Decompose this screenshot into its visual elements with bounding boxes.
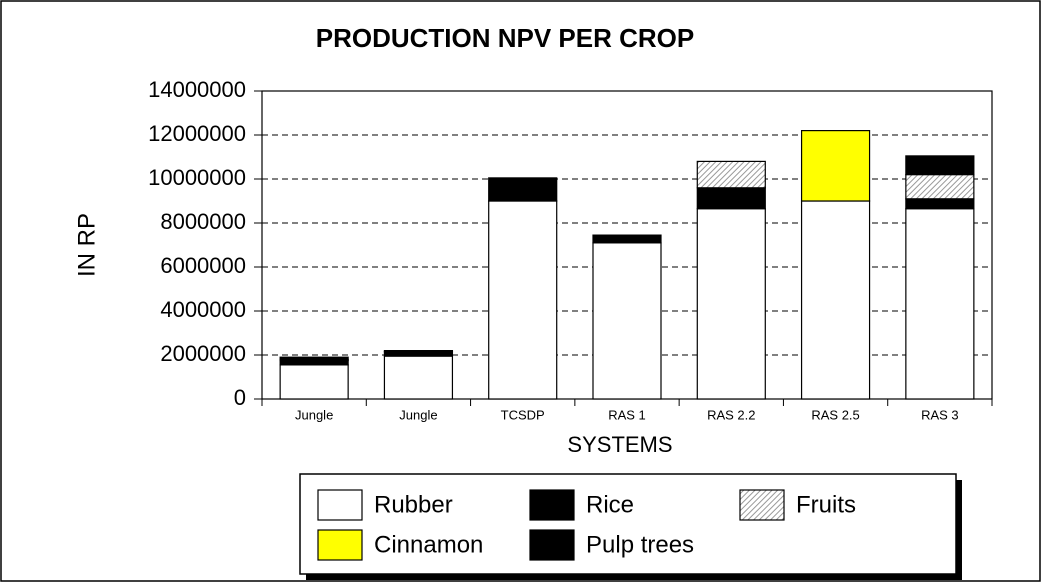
legend-swatch (317, 529, 363, 561)
bar-segment (800, 130, 871, 202)
y-axis-label: IN RP (73, 213, 100, 277)
y-tick-label: 6000000 (160, 253, 246, 278)
x-tick-label: Jungle (295, 407, 333, 422)
legend-label: Pulp trees (586, 531, 694, 558)
bar-segment (592, 234, 662, 244)
x-tick-label: Jungle (399, 407, 437, 422)
x-tick-label: RAS 1 (608, 407, 646, 422)
legend-label: Rice (586, 491, 634, 518)
chart-title: PRODUCTION NPV PER CROP (316, 23, 695, 53)
legend-swatch (739, 489, 785, 521)
y-tick-label: 4000000 (160, 297, 246, 322)
bar-segment (279, 364, 349, 400)
x-tick-label: RAS 3 (921, 407, 959, 422)
x-axis-label: SYSTEMS (567, 432, 672, 457)
bar-segment (905, 174, 975, 200)
y-tick-label: 12000000 (148, 121, 246, 146)
bar-segment (383, 351, 454, 357)
legend-swatch (529, 529, 575, 561)
y-tick-label: 10000000 (148, 165, 246, 190)
y-tick-label: 8000000 (160, 209, 246, 234)
bar-segment (488, 200, 558, 400)
bar-segment (696, 160, 766, 189)
bar-segment (383, 350, 454, 353)
legend-label: Rubber (374, 491, 453, 518)
bar-segment (488, 177, 558, 202)
legend-swatch (529, 489, 575, 521)
bar-segment (592, 242, 662, 400)
bar-segment (279, 359, 349, 366)
legend-label: Cinnamon (374, 531, 483, 558)
legend-label: Fruits (796, 491, 856, 518)
bar-segment (905, 208, 975, 400)
bar-segment (905, 198, 975, 210)
x-tick-label: TCSDP (501, 407, 545, 422)
bar-segment (696, 187, 766, 210)
bar-segment (800, 200, 871, 400)
bar-segment (905, 155, 975, 176)
bar-segment (696, 208, 766, 400)
y-tick-label: 14000000 (148, 77, 246, 102)
x-tick-label: RAS 2.5 (811, 407, 859, 422)
y-tick-label: 0 (234, 385, 246, 410)
legend (299, 473, 957, 575)
legend-swatch (317, 489, 363, 521)
x-tick-label: RAS 2.2 (707, 407, 755, 422)
bar-segment (383, 355, 454, 400)
bar-segment (279, 356, 349, 361)
y-tick-label: 2000000 (160, 341, 246, 366)
